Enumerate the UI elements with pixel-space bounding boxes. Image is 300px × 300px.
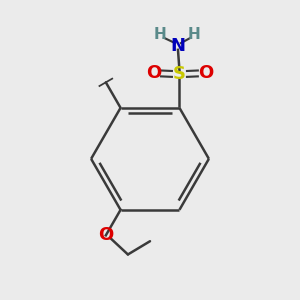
Text: H: H: [154, 27, 167, 42]
Text: O: O: [98, 226, 113, 244]
Text: H: H: [188, 27, 200, 42]
Text: O: O: [146, 64, 161, 82]
Text: O: O: [198, 64, 213, 82]
Text: N: N: [170, 37, 185, 55]
Text: S: S: [173, 65, 186, 83]
